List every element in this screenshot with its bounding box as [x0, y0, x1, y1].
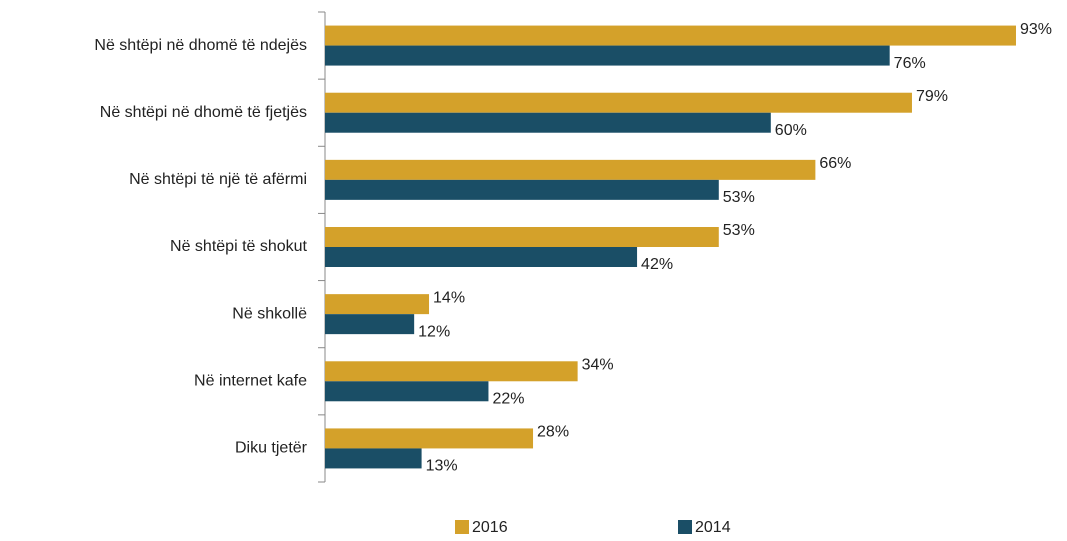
value-label: 14%	[433, 289, 465, 306]
category-label: Në shtëpi në dhomë të ndejës	[94, 37, 307, 54]
bar	[325, 247, 638, 267]
category-label: Në internet kafe	[194, 373, 307, 390]
value-label: 79%	[916, 88, 948, 105]
bar	[325, 92, 912, 113]
value-label: 22%	[492, 391, 524, 408]
category-label: Diku tjetër	[235, 440, 308, 457]
value-label: 34%	[582, 357, 614, 374]
bar	[325, 294, 430, 315]
bar	[325, 112, 771, 133]
legend-swatch	[678, 520, 692, 534]
value-label: 66%	[819, 155, 851, 172]
value-label: 42%	[641, 256, 673, 273]
legend-label: 2014	[695, 519, 731, 536]
legend-swatch	[455, 520, 469, 534]
bar	[325, 227, 719, 247]
category-label: Në shtëpi të shokut	[170, 238, 308, 255]
bar	[325, 314, 415, 335]
value-label: 28%	[537, 424, 569, 441]
value-label: 76%	[894, 55, 926, 72]
value-label: 13%	[426, 458, 458, 475]
bar	[325, 381, 489, 402]
value-label: 12%	[418, 323, 450, 340]
value-label: 53%	[723, 222, 755, 239]
value-label: 53%	[723, 189, 755, 206]
category-label: Në shtëpi në dhomë të fjetjës	[100, 104, 307, 121]
value-label: 93%	[1020, 21, 1052, 38]
category-label: Në shkollë	[232, 305, 307, 322]
bar	[325, 428, 534, 449]
category-label: Në shtëpi të një të afërmi	[129, 171, 307, 188]
bar	[325, 361, 578, 382]
bar	[325, 25, 1016, 46]
bar	[325, 179, 719, 200]
value-label: 60%	[775, 122, 807, 139]
bar	[325, 45, 890, 66]
bar	[325, 448, 422, 469]
legend-label: 2016	[472, 519, 508, 536]
bar	[325, 159, 816, 180]
